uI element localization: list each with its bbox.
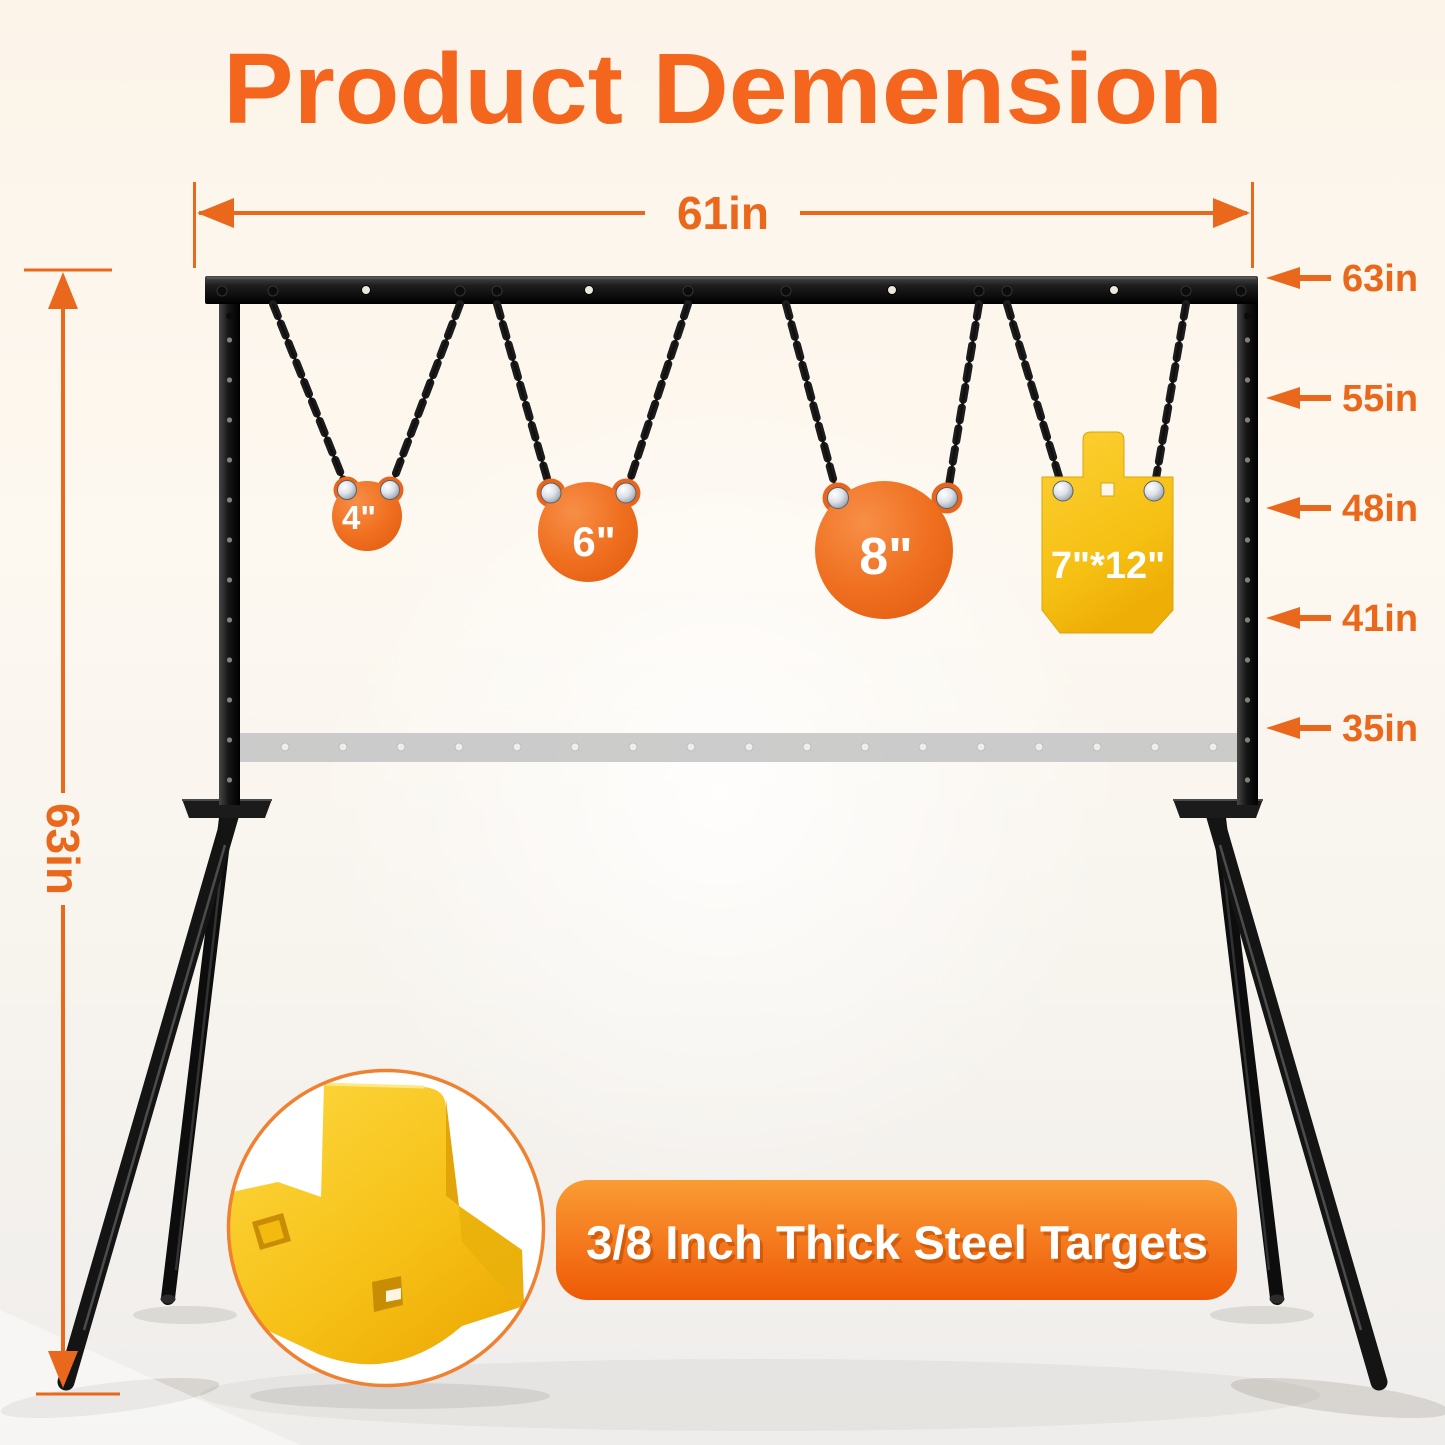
top-bar (205, 276, 1258, 304)
post-bolt (226, 312, 233, 320)
gong-target-6in: 6" (536, 478, 641, 582)
bolt (1143, 480, 1165, 502)
marker-label: 35in (1342, 708, 1418, 750)
silhouette-target-7x12: 7"*12" (1041, 431, 1174, 634)
banner-text-shadow: 3/8 Inch Thick Steel Targets (589, 1220, 1211, 1273)
bolt (936, 487, 958, 509)
right-rear-leg-highlight (1219, 844, 1271, 1271)
height-marker-35in: 35in (1266, 708, 1418, 750)
closeup-inset (226, 1068, 550, 1409)
dimension-height: 63in (24, 268, 120, 1396)
marker-label: 41in (1342, 598, 1418, 640)
arrow-left-icon (197, 198, 234, 228)
gong-8-label: 8" (859, 528, 913, 586)
arrow-left-icon (1266, 607, 1300, 629)
arrow-left-icon (1266, 267, 1300, 289)
silhouette-label: 7"*12" (1051, 545, 1165, 587)
gong-target-8in: 8" (815, 481, 963, 619)
inset-shadow (250, 1383, 550, 1409)
post-holes (226, 337, 1251, 783)
inset-circle-ring (226, 1068, 546, 1388)
ghost-lower-bar (240, 733, 1237, 762)
stand-legs (57, 801, 1388, 1391)
stand-posts (219, 300, 1258, 805)
feature-banner: 3/8 Inch Thick Steel Targets 3/8 Inch Th… (556, 1180, 1237, 1300)
target-stand (57, 276, 1388, 1391)
gong-4-label: 4" (342, 499, 376, 536)
arrow-up-icon (48, 272, 78, 309)
bolt (380, 480, 400, 500)
left-rear-leg-end (160, 1294, 176, 1304)
left-post (219, 300, 240, 805)
right-front-leg (1204, 801, 1388, 1391)
height-dimension-label: 63in (37, 803, 89, 895)
top-bar-bolts (216, 285, 1247, 297)
marker-label: 55in (1342, 378, 1418, 420)
right-rear-leg-end (1269, 1294, 1285, 1304)
steel-bracket-closeup (230, 1082, 524, 1365)
top-bar-holes (361, 285, 1119, 295)
height-marker-55in: 55in (1266, 378, 1418, 420)
arrow-left-icon (1266, 717, 1300, 739)
height-marker-labels: 63in 55in 48in 41in 35in (1266, 258, 1418, 750)
banner-text: 3/8 Inch Thick Steel Targets (586, 1216, 1208, 1269)
bolt (337, 480, 357, 500)
gong-6-label: 6" (572, 518, 615, 565)
height-marker-48in: 48in (1266, 488, 1418, 530)
width-dimension-label: 61in (677, 187, 769, 239)
dimension-width: 61in (193, 182, 1254, 268)
leg-plates (182, 799, 1263, 818)
bolt (827, 487, 849, 509)
height-marker-63in: 63in (1266, 258, 1418, 300)
marker-label: 48in (1342, 488, 1418, 530)
arrow-down-icon (48, 1351, 78, 1388)
height-marker-41in: 41in (1266, 598, 1418, 640)
left-rear-leg-highlight (174, 844, 226, 1271)
backdrop-streak (0, 1310, 300, 1445)
page-title: Product Demension (223, 33, 1223, 145)
hanger-square-hole (1100, 482, 1115, 497)
bolt (615, 482, 637, 504)
arrow-left-icon (1266, 497, 1300, 519)
gong-target-4in: 4" (332, 476, 404, 551)
hanging-chains (269, 300, 1190, 501)
ground-shadows (0, 1306, 1445, 1445)
left-front-leg (57, 801, 241, 1391)
right-post (1237, 300, 1258, 805)
right-front-leg-highlight (1218, 844, 1363, 1331)
post-bolt (1244, 312, 1251, 320)
arrow-left-icon (1266, 387, 1300, 409)
arrow-right-icon (1213, 198, 1250, 228)
bolt (540, 482, 562, 504)
bolt (1052, 480, 1074, 502)
left-front-leg-highlight (82, 844, 227, 1331)
marker-label: 63in (1342, 258, 1418, 300)
